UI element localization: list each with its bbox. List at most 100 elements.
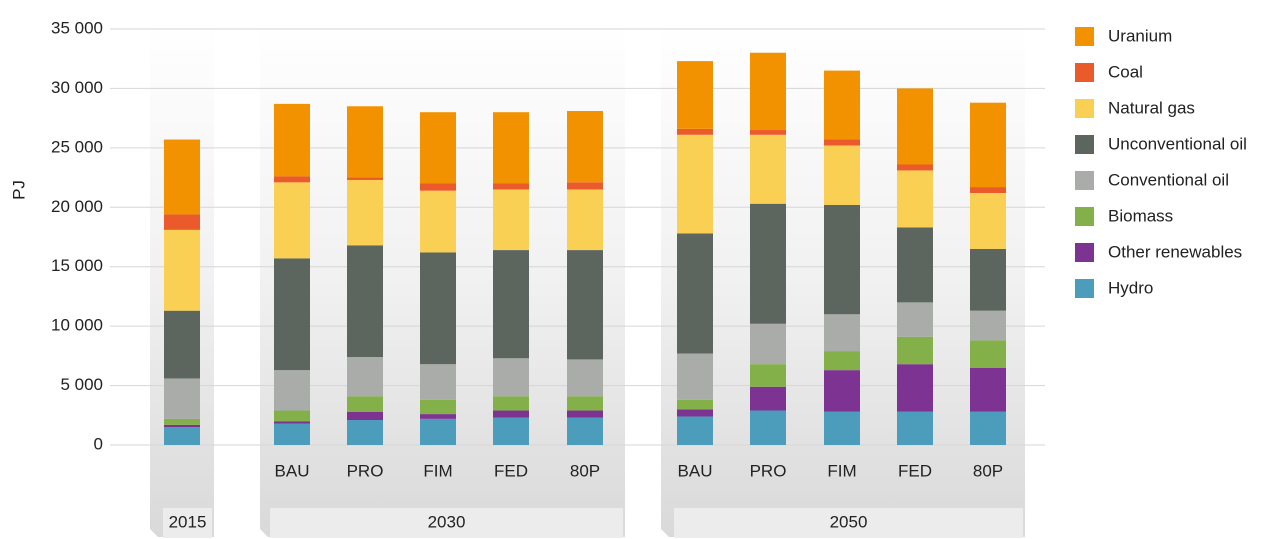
legend-swatch xyxy=(1075,279,1094,298)
x-tick-label: BAU xyxy=(678,461,713,480)
legend-swatch xyxy=(1075,99,1094,118)
bar-segment xyxy=(420,252,456,365)
legend-swatch xyxy=(1075,63,1094,82)
y-tick-label: 15 000 xyxy=(51,256,103,275)
bar-segment xyxy=(970,193,1006,249)
bar-segment xyxy=(420,190,456,253)
y-tick-label: 0 xyxy=(94,434,103,453)
group-label-box xyxy=(674,508,1023,538)
bar-segment xyxy=(824,204,860,315)
bar-segment xyxy=(677,134,713,234)
bar-segment xyxy=(493,396,529,411)
bar-segment xyxy=(824,70,860,140)
bar-segment xyxy=(970,187,1006,194)
bar-segment xyxy=(677,233,713,354)
bar-segment xyxy=(420,418,456,445)
bar-segment xyxy=(970,367,1006,412)
x-tick-label: 80P xyxy=(570,461,600,480)
bar-segment xyxy=(970,102,1006,188)
legend-label: Uranium xyxy=(1108,26,1172,45)
bar-segment xyxy=(677,409,713,417)
bar-segment xyxy=(493,112,529,184)
bar-segment xyxy=(164,229,200,311)
bar-segment xyxy=(347,177,383,180)
bar-segment xyxy=(164,214,200,230)
bar-segment xyxy=(347,245,383,358)
bar-segment xyxy=(824,351,860,371)
bar-segment xyxy=(567,396,603,411)
bar-segment xyxy=(677,61,713,129)
bar-segment xyxy=(274,410,310,422)
bar-segment xyxy=(750,410,786,445)
bar-segment xyxy=(420,414,456,419)
bar-segment xyxy=(897,88,933,165)
bar-segment xyxy=(567,182,603,190)
y-tick-label: 35 000 xyxy=(51,18,103,37)
legend-label: Unconventional oil xyxy=(1108,134,1247,153)
bar-segment xyxy=(420,364,456,400)
y-tick-label: 25 000 xyxy=(51,137,103,156)
legend-swatch xyxy=(1075,171,1094,190)
bar-segment xyxy=(347,179,383,246)
bar-segment xyxy=(347,106,383,178)
bar-segment xyxy=(274,421,310,424)
legend-label: Hydro xyxy=(1108,278,1153,297)
bar-segment xyxy=(750,364,786,387)
bar-segment xyxy=(567,417,603,445)
legend-label: Other renewables xyxy=(1108,242,1242,261)
bar-segment xyxy=(274,182,310,259)
bar-segment xyxy=(274,176,310,183)
bar-segment xyxy=(567,359,603,397)
bar-segment xyxy=(420,183,456,191)
legend-label: Conventional oil xyxy=(1108,170,1229,189)
bar-segment xyxy=(970,310,1006,341)
bar-segment xyxy=(274,258,310,371)
bar-segment xyxy=(274,423,310,445)
bar-segment xyxy=(347,420,383,445)
bar-segment xyxy=(567,189,603,251)
bar-segment xyxy=(274,103,310,177)
bar-segment xyxy=(970,248,1006,311)
bar-segment xyxy=(164,418,200,425)
x-tick-label: FED xyxy=(494,461,528,480)
bar-segment xyxy=(677,399,713,410)
group-label-box xyxy=(163,508,212,538)
group-label-box xyxy=(270,508,623,538)
bar-segment xyxy=(493,358,529,397)
legend-swatch xyxy=(1075,27,1094,46)
bar-segment xyxy=(274,370,310,411)
bar-segment xyxy=(824,139,860,146)
bar-segment xyxy=(347,396,383,412)
bar-segment xyxy=(493,250,529,359)
bar-segment xyxy=(750,323,786,365)
legend-label: Biomass xyxy=(1108,206,1173,225)
x-tick-label: PRO xyxy=(750,461,787,480)
bar-segment xyxy=(824,314,860,352)
bar-segment xyxy=(677,416,713,445)
bar-segment xyxy=(420,399,456,415)
bar-segment xyxy=(493,417,529,445)
legend-label: Coal xyxy=(1108,62,1143,81)
bar-segment xyxy=(493,189,529,251)
bar-segment xyxy=(164,139,200,215)
bar-segment xyxy=(750,386,786,411)
bar-segment xyxy=(347,411,383,421)
legend-swatch xyxy=(1075,207,1094,226)
x-tick-label: FED xyxy=(898,461,932,480)
bar-segment xyxy=(677,353,713,400)
y-tick-label: 30 000 xyxy=(51,78,103,97)
group-label: 2015 xyxy=(169,512,207,531)
bar-segment xyxy=(970,340,1006,368)
bar-segment xyxy=(824,411,860,445)
y-tick-label: 5 000 xyxy=(60,375,103,394)
legend-label: Natural gas xyxy=(1108,98,1195,117)
bar-segment xyxy=(493,183,529,190)
group-label: 2030 xyxy=(428,512,466,531)
bar-segment xyxy=(677,128,713,135)
bar-segment xyxy=(750,130,786,135)
bar-segment xyxy=(897,170,933,228)
bar-segment xyxy=(420,112,456,184)
group-label: 2050 xyxy=(830,512,868,531)
y-tick-label: 20 000 xyxy=(51,197,103,216)
